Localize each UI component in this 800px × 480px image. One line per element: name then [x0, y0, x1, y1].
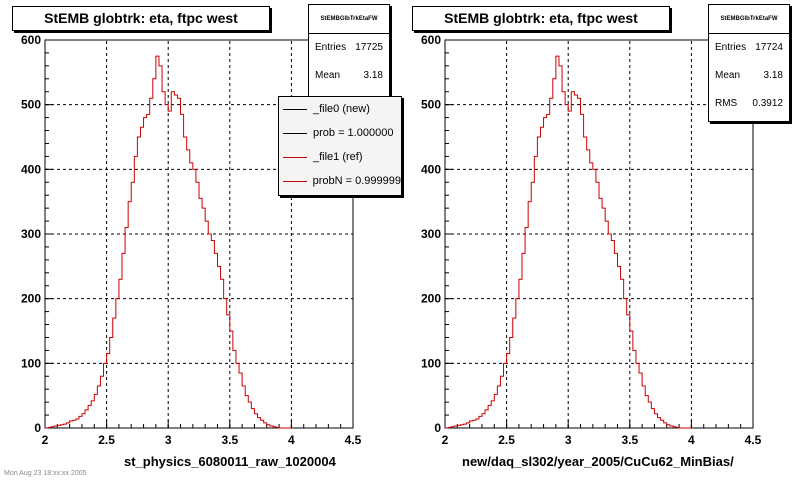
- legend-label: _file0 (new): [313, 103, 370, 115]
- x-tick-label: 3.5: [621, 433, 638, 447]
- right-x-axis-label: new/daq_sl302/year_2005/CuCu62_MinBias/: [462, 454, 734, 469]
- y-tick-label: 200: [421, 292, 441, 306]
- left-stats-mean-label: Mean: [315, 70, 341, 81]
- right-histogram-panel: 2 2.5 3 3.5 4 4.5 0 100 200 300 400 500 600 StEMB gl…: [400, 0, 800, 480]
- left-stats-mean-row: Mean 3.18: [309, 62, 389, 90]
- histogram-series-line: [445, 55, 692, 429]
- y-tick-label: 500: [21, 98, 41, 112]
- x-tick-label: 4.5: [345, 433, 362, 447]
- histogram-series-line: [45, 55, 292, 429]
- x-tick-label: 3: [165, 433, 172, 447]
- right-stats-rms-value: 0.3912: [752, 98, 783, 109]
- legend-entry-prob: prob = 1.000000: [279, 121, 401, 145]
- left-stats-entries-label: Entries: [315, 42, 347, 53]
- left-legend: _file0 (new) prob = 1.000000 _file1 (ref…: [278, 96, 402, 196]
- legend-label: prob = 1.000000: [313, 127, 394, 139]
- x-tick-label: 4: [288, 433, 295, 447]
- y-tick-label: 600: [21, 33, 41, 47]
- y-tick-label: 200: [21, 292, 41, 306]
- legend-entry-ref: _file1 (ref): [279, 145, 401, 169]
- right-stats-mean-row: Mean 3.18: [709, 62, 789, 90]
- left-stats-mean-value: 3.18: [363, 70, 383, 81]
- right-stats-entries-label: Entries: [715, 42, 747, 53]
- left-histogram-panel: 2 2.5 3 3.5 4 4.5 0 100 200 300 400 500 600 StEMB gl…: [12, 4, 402, 469]
- y-tick-label: 100: [21, 356, 41, 370]
- right-stats-box: StEMBGlbTrkEtaFW Entries 17724 Mean 3.18…: [708, 4, 790, 122]
- y-tick-label: 0: [34, 421, 41, 435]
- x-tick-label: 2: [42, 433, 49, 447]
- legend-label: probN = 0.999999: [312, 175, 401, 187]
- right-stats-entries-row: Entries 17724: [709, 34, 789, 62]
- right-stats-name: StEMBGlbTrkEtaFW: [709, 5, 789, 34]
- legend-line-icon: [283, 132, 307, 134]
- y-tick-label: 100: [421, 356, 441, 370]
- right-stats-mean-label: Mean: [715, 70, 741, 81]
- right-stats-rms-row: RMS 0.3912: [709, 90, 789, 118]
- legend-line-icon: [283, 180, 307, 182]
- legend-entry-probn: probN = 0.999999: [279, 169, 401, 193]
- left-plot-title: StEMB globtrk: eta, ftpc west: [12, 6, 270, 31]
- footer-timestamp: Mon Aug 23 18:xx:xx 2005: [4, 470, 87, 477]
- x-tick-label: 4.5: [745, 433, 762, 447]
- right-plot-svg: 2 2.5 3 3.5 4 4.5 0 100 200 300 400 500 600: [421, 33, 762, 447]
- right-plot-title: StEMB globtrk: eta, ftpc west: [412, 6, 670, 31]
- x-tick-label: 3: [565, 433, 572, 447]
- left-x-axis-label: st_physics_6080011_raw_1020004: [124, 454, 336, 469]
- x-tick-label: 3.5: [221, 433, 238, 447]
- left-stats-entries-value: 17725: [355, 42, 383, 53]
- legend-line-icon: [283, 156, 307, 158]
- x-tick-label: 4: [688, 433, 695, 447]
- y-tick-label: 400: [421, 162, 441, 176]
- y-tick-label: 0: [434, 421, 441, 435]
- x-tick-label: 2.5: [98, 433, 115, 447]
- y-tick-label: 600: [421, 33, 441, 47]
- legend-label: _file1 (ref): [313, 151, 363, 163]
- y-tick-label: 400: [21, 162, 41, 176]
- left-stats-name: StEMBGlbTrkEtaFW: [309, 5, 389, 34]
- legend-line-icon: [283, 108, 307, 110]
- y-tick-label: 300: [421, 227, 441, 241]
- x-tick-label: 2.5: [498, 433, 515, 447]
- y-tick-label: 500: [421, 98, 441, 112]
- left-stats-entries-row: Entries 17725: [309, 34, 389, 62]
- y-tick-label: 300: [21, 227, 41, 241]
- legend-entry-new: _file0 (new): [279, 97, 401, 121]
- x-tick-label: 2: [442, 433, 449, 447]
- right-stats-entries-value: 17724: [755, 42, 783, 53]
- right-stats-mean-value: 3.18: [763, 70, 783, 81]
- right-stats-rms-label: RMS: [715, 98, 738, 109]
- plot-frame: [444, 39, 754, 429]
